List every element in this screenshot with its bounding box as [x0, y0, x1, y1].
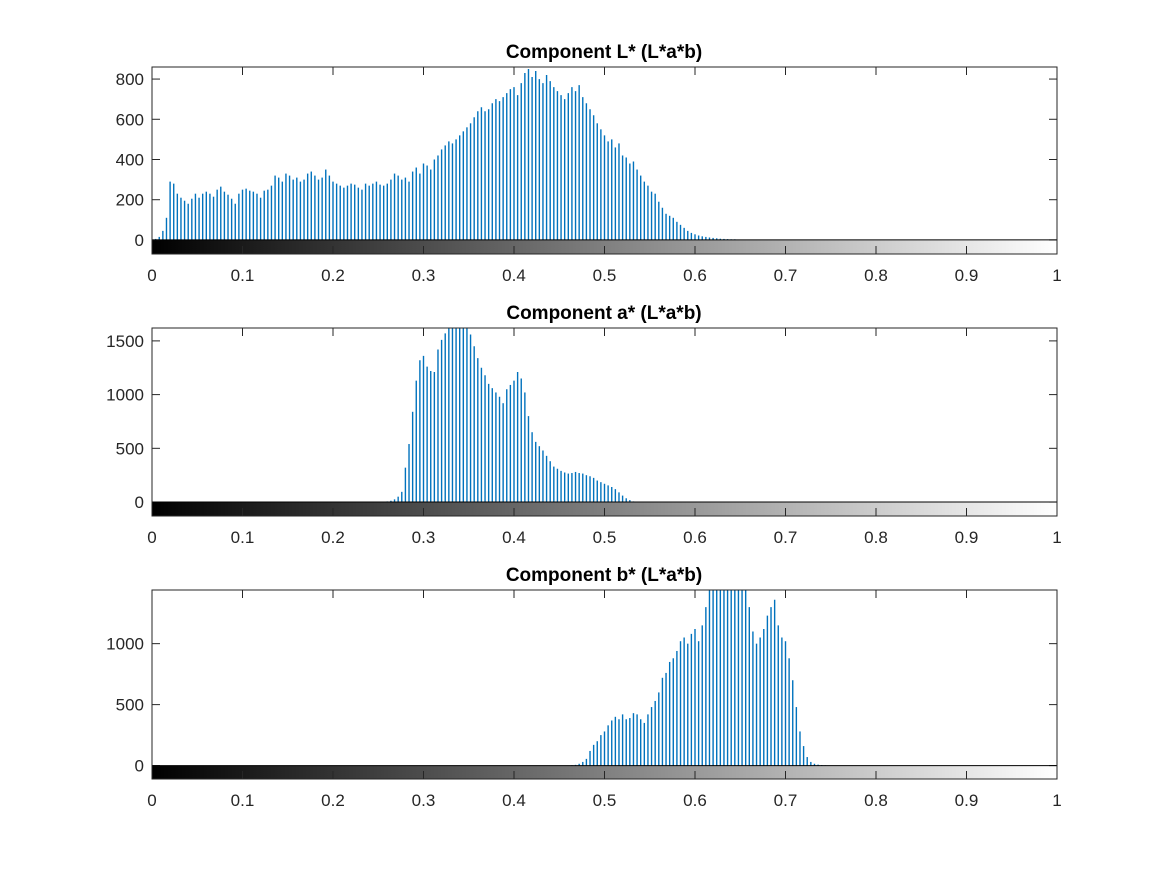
y-axis-ticks: 0 500 1000: [106, 635, 1057, 776]
x-tick-label: 0.1: [231, 791, 255, 810]
y-tick-label: 1500: [106, 332, 144, 351]
y-tick-label: 1000: [106, 386, 144, 405]
x-tick-label: 0: [147, 791, 156, 810]
x-tick-label: 0.8: [864, 528, 888, 547]
y-tick-label: 0: [135, 493, 144, 512]
x-tick-label: 0.6: [683, 266, 707, 285]
x-tick-label: 0.7: [774, 266, 798, 285]
x-tick-label: 0.7: [774, 528, 798, 547]
x-tick-label: 0.4: [502, 791, 526, 810]
y-tick-label: 500: [116, 696, 144, 715]
x-axis-ticks: 0 0.1 0.2 0.3 0.4 0.5 0.6 0.7 0.8 0.9 1: [147, 328, 1062, 547]
x-tick-label: 0.9: [955, 266, 979, 285]
axes-box: [151, 589, 1058, 780]
x-tick-label: 0.5: [593, 528, 617, 547]
histogram-bars: [382, 328, 635, 503]
x-tick-label: 0.6: [683, 791, 707, 810]
x-tick-label: 0.7: [774, 791, 798, 810]
y-axis-ticks: 0 200 400 600 800: [116, 70, 1057, 250]
y-tick-label: 200: [116, 191, 144, 210]
histogram-bars: [571, 590, 827, 766]
chart-title: Component L* (L*a*b): [506, 42, 702, 63]
x-tick-label: 1: [1052, 266, 1061, 285]
x-tick-label: 0.8: [864, 791, 888, 810]
x-tick-label: 0.3: [412, 791, 436, 810]
subplot-a-star: 0 500 1000 1500 0 0.1 0.2 0.3 0.4 0.5 0.6 0.7 0.8 0.…: [106, 303, 1062, 547]
x-tick-label: 0.2: [321, 528, 345, 547]
x-tick-label: 0.4: [502, 528, 526, 547]
y-tick-label: 1000: [106, 635, 144, 654]
x-tick-label: 0: [147, 528, 156, 547]
x-tick-label: 0.5: [593, 266, 617, 285]
y-tick-label: 500: [116, 439, 144, 458]
x-tick-label: 0.1: [231, 266, 255, 285]
axes-box: [151, 66, 1058, 255]
x-tick-label: 0.9: [955, 528, 979, 547]
x-tick-label: 0.5: [593, 791, 617, 810]
chart-title: Component a* (L*a*b): [506, 303, 701, 324]
histogram-bars: [154, 69, 798, 240]
y-axis-ticks: 0 500 1000 1500: [106, 332, 1057, 512]
axes-box: [151, 327, 1058, 517]
x-tick-label: 0.2: [321, 791, 345, 810]
x-tick-label: 1: [1052, 528, 1061, 547]
x-tick-label: 0.3: [412, 266, 436, 285]
x-tick-label: 0.1: [231, 528, 255, 547]
y-tick-label: 0: [135, 231, 144, 250]
x-tick-label: 0: [147, 266, 156, 285]
y-tick-label: 400: [116, 150, 144, 169]
x-tick-label: 1: [1052, 791, 1061, 810]
x-tick-label: 0.3: [412, 528, 436, 547]
x-tick-label: 0.2: [321, 266, 345, 285]
x-tick-label: 0.6: [683, 528, 707, 547]
x-axis-ticks: 0 0.1 0.2 0.3 0.4 0.5 0.6 0.7 0.8 0.9 1: [147, 67, 1062, 285]
x-tick-label: 0.9: [955, 791, 979, 810]
x-tick-label: 0.8: [864, 266, 888, 285]
chart-title: Component b* (L*a*b): [506, 565, 702, 586]
subplot-b-star: 0 500 1000 0 0.1 0.2 0.3 0.4 0.5 0.6 0.7 0.8 0.9 1 C…: [106, 565, 1062, 810]
y-tick-label: 800: [116, 70, 144, 89]
y-tick-label: 0: [135, 757, 144, 776]
x-tick-label: 0.4: [502, 266, 526, 285]
y-tick-label: 600: [116, 110, 144, 129]
